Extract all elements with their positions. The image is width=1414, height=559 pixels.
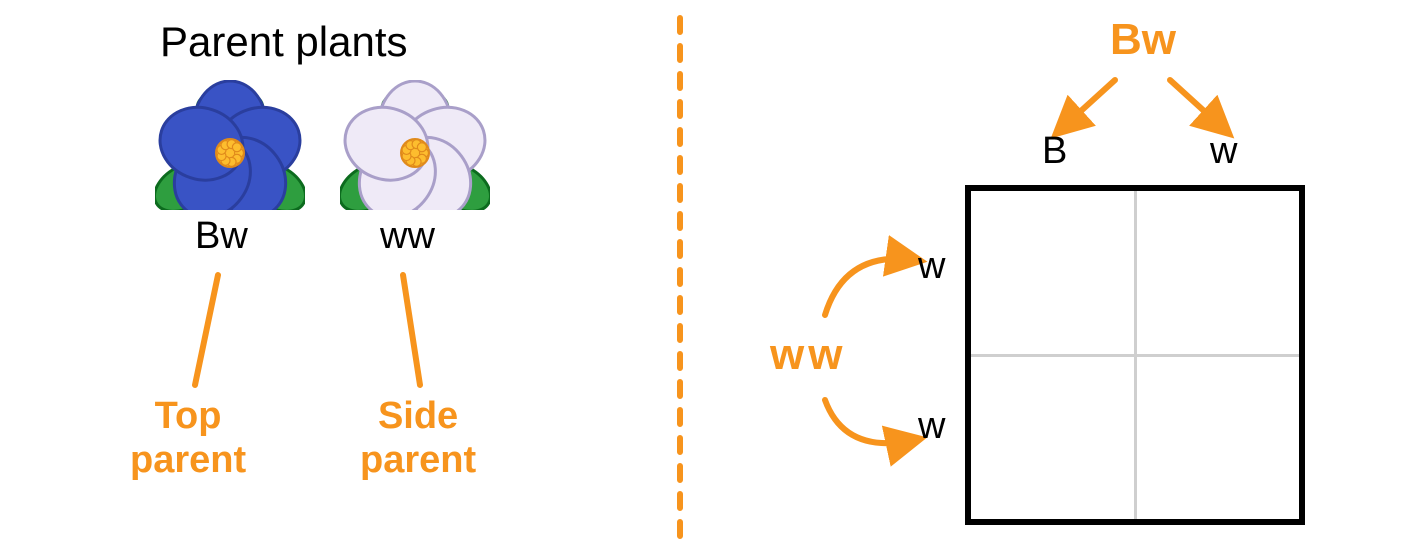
punnett-square — [965, 185, 1305, 525]
punnett-outer — [965, 185, 1305, 525]
side-allele-w1: w — [918, 245, 945, 288]
side-allele-w2: w — [918, 405, 945, 448]
